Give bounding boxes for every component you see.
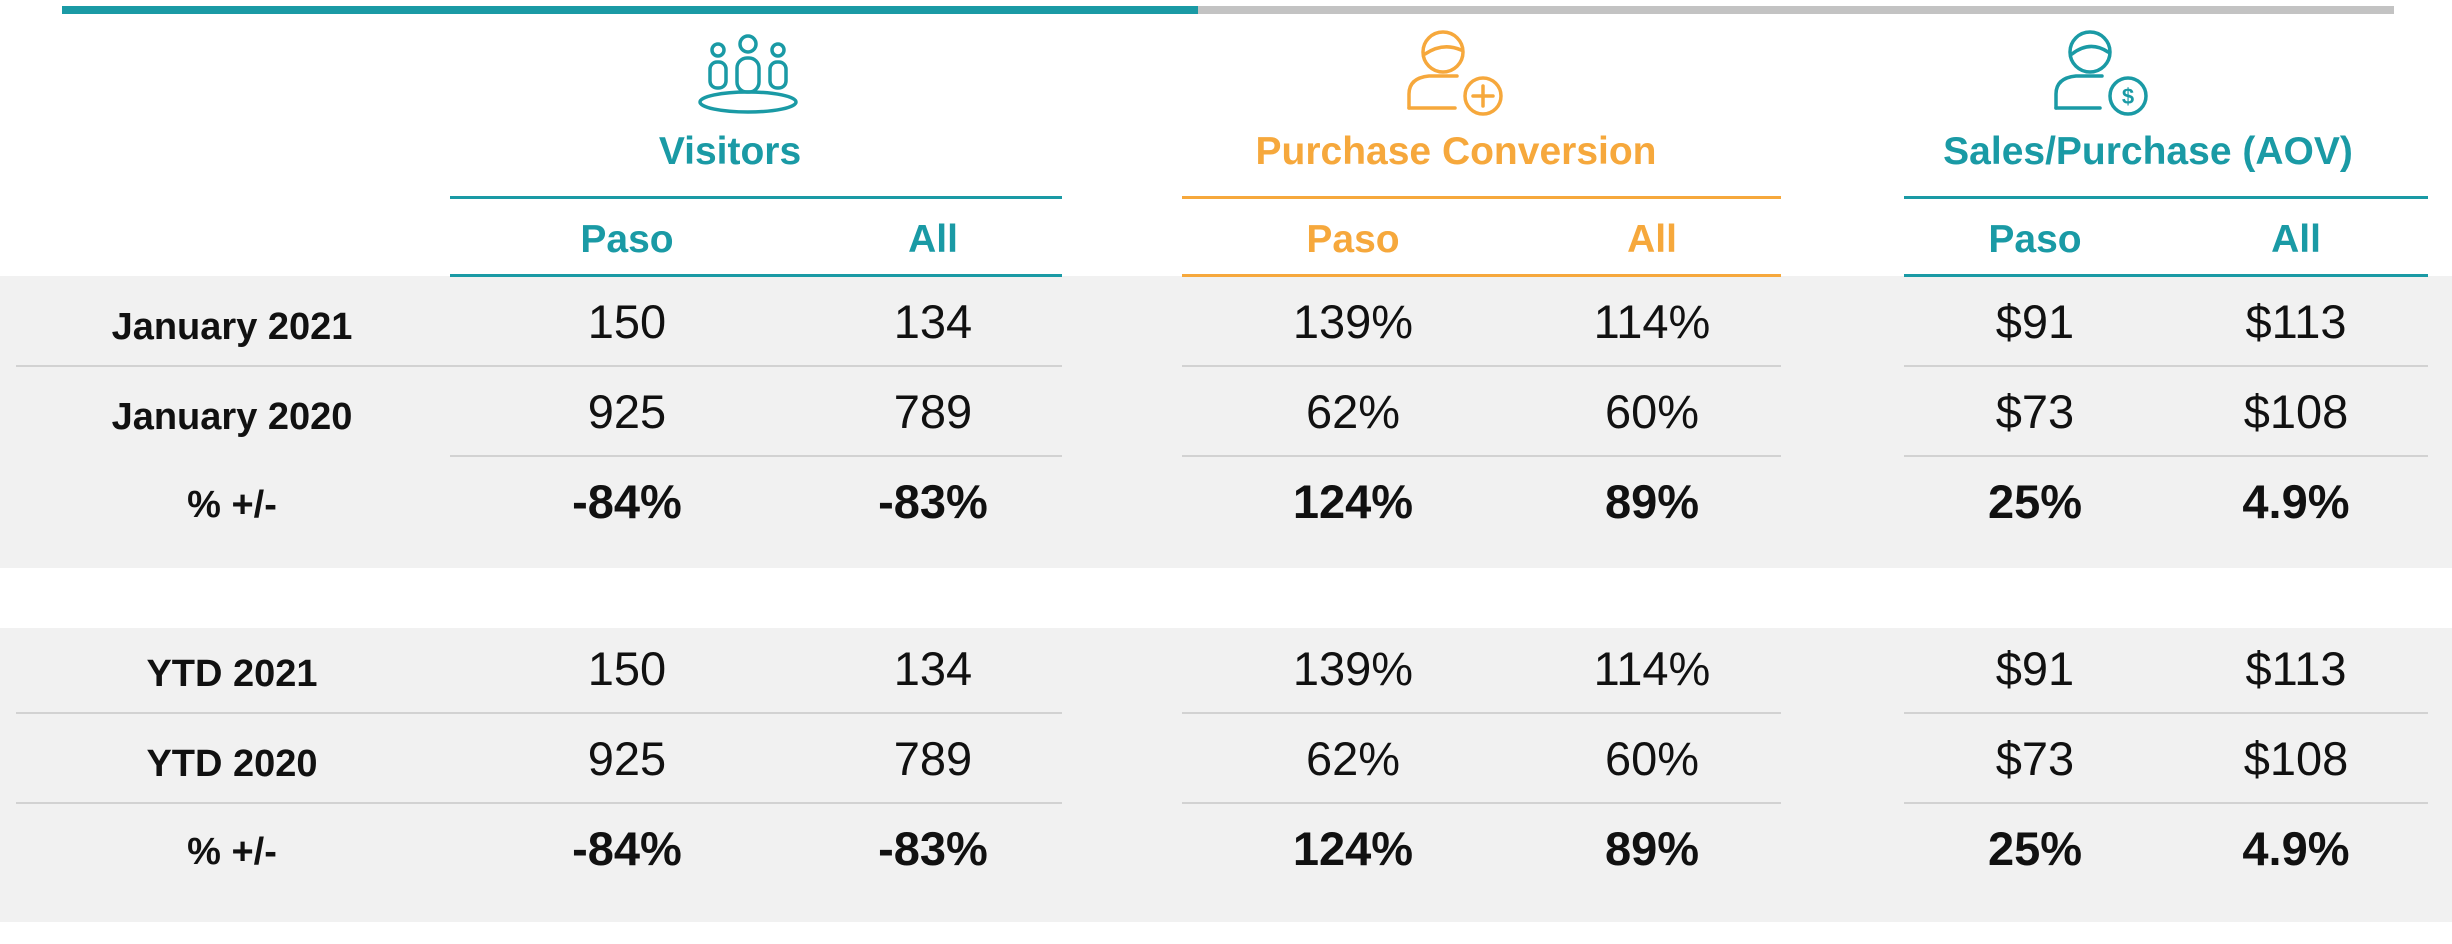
subheader-aov-all: All (2271, 218, 2321, 261)
row-label-ytd-2020: YTD 2020 (146, 743, 318, 785)
group-underline-visitors (450, 196, 1062, 199)
person-add-icon (1395, 24, 1515, 124)
row-separator (1904, 802, 2428, 804)
cell-change-conversion-paso: 124% (1292, 475, 1414, 528)
row-label-january-2021: January 2021 (111, 306, 353, 348)
cell-jan2021-conversion-paso: 139% (1292, 295, 1414, 348)
row-label-change: % +/- (187, 831, 277, 873)
group-underline-purchase-conversion (1182, 196, 1781, 199)
cell-ytd-change-conversion-all: 89% (1604, 822, 1700, 875)
row-separator (450, 455, 1062, 457)
subheader-visitors-paso: Paso (580, 218, 674, 261)
section-band-ytd (0, 628, 2452, 922)
people-group-icon (688, 24, 808, 124)
cell-ytd-change-conversion-paso: 124% (1292, 822, 1414, 875)
group-title-visitors: Visitors (658, 130, 802, 173)
cell-ytd2020-aov-all: $108 (2243, 732, 2349, 785)
cell-ytd-change-visitors-all: -83% (878, 822, 988, 875)
progress-bar-track (1198, 6, 2394, 14)
cell-ytd2020-conversion-paso: 62% (1305, 732, 1401, 785)
cell-jan2020-visitors-paso: 925 (587, 385, 667, 438)
row-separator (16, 365, 1062, 367)
row-separator (16, 712, 1062, 714)
subheader-conversion-paso: Paso (1306, 218, 1400, 261)
cell-ytd2021-conversion-paso: 139% (1292, 642, 1414, 695)
subheader-visitors-all: All (908, 218, 958, 261)
cell-ytd2021-aov-all: $113 (2245, 642, 2347, 695)
cell-jan2020-aov-all: $108 (2243, 385, 2349, 438)
cell-jan2020-visitors-all: 789 (893, 385, 973, 438)
row-separator (1904, 455, 2428, 457)
cell-jan2020-aov-paso: $73 (1995, 385, 2075, 438)
cell-ytd-change-visitors-paso: -84% (572, 822, 682, 875)
row-label-ytd-2021: YTD 2021 (146, 653, 318, 695)
subheader-underline-conversion (1182, 274, 1781, 277)
progress-bar-filled (62, 6, 1198, 14)
cell-ytd2020-visitors-all: 789 (893, 732, 973, 785)
cell-ytd2021-conversion-all: 114% (1593, 642, 1711, 695)
row-separator (1182, 802, 1781, 804)
row-separator (1904, 365, 2428, 367)
cell-jan2021-aov-paso: $91 (1995, 295, 2075, 348)
subheader-underline-visitors (450, 274, 1062, 277)
person-dollar-icon: $ (2040, 24, 2160, 124)
cell-change-visitors-paso: -84% (572, 475, 682, 528)
cell-change-aov-paso: 25% (1987, 475, 2083, 528)
cell-ytd2021-visitors-paso: 150 (587, 642, 667, 695)
cell-jan2020-conversion-paso: 62% (1305, 385, 1401, 438)
section-band-january (0, 276, 2452, 568)
row-separator (1182, 365, 1781, 367)
cell-jan2021-conversion-all: 114% (1593, 295, 1711, 348)
cell-ytd-change-aov-paso: 25% (1987, 822, 2083, 875)
cell-jan2021-aov-all: $113 (2245, 295, 2347, 348)
cell-jan2020-conversion-all: 60% (1604, 385, 1700, 438)
row-separator (1182, 712, 1781, 714)
row-label-change: % +/- (187, 484, 277, 526)
cell-jan2021-visitors-all: 134 (893, 295, 973, 348)
cell-ytd-change-aov-all: 4.9% (2242, 822, 2350, 875)
row-separator (1182, 455, 1781, 457)
cell-ytd2020-aov-paso: $73 (1995, 732, 2075, 785)
subheader-aov-paso: Paso (1988, 218, 2082, 261)
cell-change-visitors-all: -83% (878, 475, 988, 528)
group-underline-sales-purchase (1904, 196, 2428, 199)
cell-jan2021-visitors-paso: 150 (587, 295, 667, 348)
row-label-january-2020: January 2020 (111, 396, 353, 438)
subheader-conversion-all: All (1627, 218, 1677, 261)
group-title-sales-purchase: Sales/Purchase (AOV) (1943, 130, 2353, 173)
cell-ytd2021-aov-paso: $91 (1995, 642, 2075, 695)
group-title-purchase-conversion: Purchase Conversion (1255, 130, 1657, 173)
row-separator (16, 802, 1062, 804)
subheader-underline-aov (1904, 274, 2428, 277)
cell-ytd2020-conversion-all: 60% (1604, 732, 1700, 785)
cell-ytd2021-visitors-all: 134 (893, 642, 973, 695)
row-separator (1904, 712, 2428, 714)
cell-change-conversion-all: 89% (1604, 475, 1700, 528)
svg-text:$: $ (2122, 84, 2134, 109)
cell-change-aov-all: 4.9% (2242, 475, 2350, 528)
cell-ytd2020-visitors-paso: 925 (587, 732, 667, 785)
